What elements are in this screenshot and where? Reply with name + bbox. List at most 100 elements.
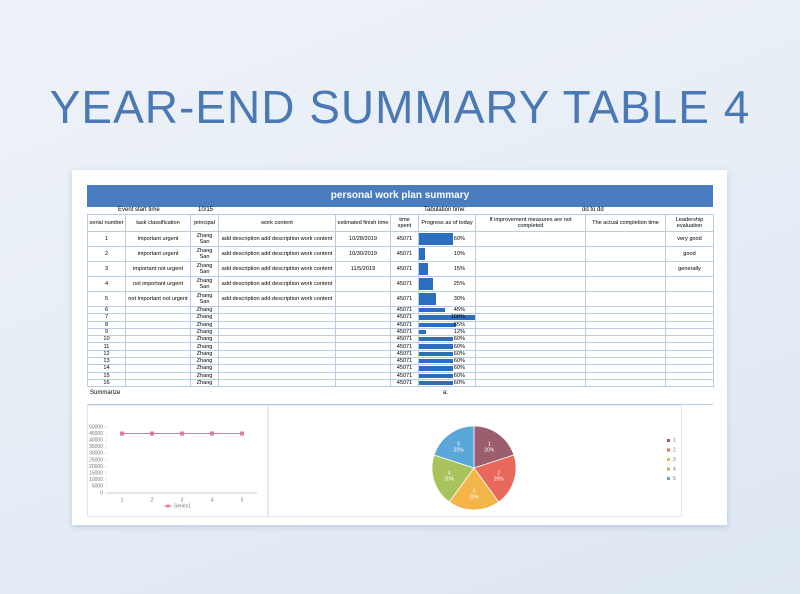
- legend-swatch: [667, 467, 670, 471]
- legend-marker: [166, 504, 170, 508]
- x-tick-label: 2: [151, 497, 154, 503]
- progress-bar: [419, 344, 454, 349]
- table-row: 7 Zhang 45071 100%: [87, 313, 714, 322]
- sheet: personal work plan summary Event start t…: [72, 170, 727, 525]
- slice-category: 2: [497, 470, 500, 476]
- legend-label: 1: [673, 438, 676, 444]
- progress-cell: 60%: [418, 378, 476, 388]
- plan-table: serial number task classification principa…: [87, 214, 714, 388]
- slice-category: 4: [448, 470, 451, 476]
- marker: [120, 431, 124, 436]
- progress-label: 15%: [453, 265, 465, 272]
- slice-category: 5: [457, 441, 460, 447]
- y-tick-label: 45000: [89, 431, 103, 437]
- pie-slice: [431, 454, 475, 503]
- evaluation-cell: [665, 335, 714, 344]
- evaluation-cell: [665, 357, 714, 366]
- pie-slice: [473, 454, 517, 503]
- table-row: 9 Zhang 45071 12%: [87, 327, 714, 337]
- table-row: 3 important not urgent Zhang San add descri…: [87, 261, 714, 277]
- legend-label: 4: [673, 466, 676, 472]
- evaluation-cell: [665, 320, 714, 329]
- y-tick-label: 30000: [89, 451, 103, 457]
- page-title: YEAR-END SUMMARY TABLE 4: [49, 81, 751, 133]
- legend-swatch: [667, 477, 670, 480]
- summary-label: Summarize: [90, 390, 121, 396]
- pie-slice: [433, 425, 475, 469]
- summary-row: Summarize a:: [87, 385, 713, 405]
- progress-bar: [419, 322, 457, 327]
- slice-category: 1: [488, 441, 491, 447]
- progress-cell: 60%: [418, 371, 476, 380]
- tabulation-label: Tabulation time:: [424, 207, 467, 213]
- legend-label: Series1: [174, 503, 191, 509]
- progress-bar: [419, 337, 454, 342]
- progress-label: 60%: [453, 380, 465, 387]
- table-row: 10 Zhang 45071 60%: [87, 335, 714, 344]
- line-chart-frame: [87, 405, 269, 517]
- column-header: time spent: [390, 214, 419, 232]
- progress-cell: 60%: [418, 364, 476, 373]
- table-row: 15 Zhang 45071 60%: [87, 371, 714, 380]
- progress-cell: 100%: [418, 313, 476, 322]
- progress-bar: [419, 366, 454, 371]
- evaluation-cell: [665, 371, 714, 380]
- marker: [180, 431, 184, 436]
- table-row: 16 Zhang 45071 60%: [87, 378, 714, 388]
- evaluation-cell: [665, 305, 714, 315]
- progress-label: 100%: [450, 314, 465, 321]
- progress-bar: [419, 329, 426, 335]
- slice-category: 3: [473, 488, 476, 494]
- event-value: 10/15: [198, 207, 214, 213]
- progress-cell: 45%: [418, 305, 476, 315]
- progress-cell: 12%: [418, 327, 476, 337]
- progress-label: 12%: [453, 328, 465, 335]
- progress-label: 45%: [453, 307, 465, 314]
- progress-cell: 60%: [418, 335, 476, 344]
- table-row: 6 Zhang 45071 45%: [87, 305, 714, 315]
- pie-slice: [448, 467, 500, 511]
- slice-label: 20%: [469, 494, 480, 500]
- slice-label: 20%: [454, 447, 465, 453]
- progress-bar: [419, 248, 425, 260]
- event-label: Event start time: [118, 207, 160, 213]
- tabulation-value: dd to dd: [582, 207, 604, 213]
- progress-bar: [419, 373, 454, 378]
- marker: [210, 431, 214, 436]
- table-row: 5 not important not urgent Zhang San add de…: [87, 291, 714, 307]
- progress-bar: [419, 293, 437, 305]
- y-tick-label: 10000: [89, 477, 103, 483]
- marker: [150, 431, 154, 436]
- progress-bar: [419, 351, 454, 357]
- table-row: 1 important urgent Zhang San add descriptio…: [87, 231, 714, 247]
- progress-cell: 65%: [418, 320, 476, 329]
- progress-label: 60%: [453, 336, 465, 343]
- progress-bar: [419, 380, 454, 386]
- progress-label: 60%: [453, 235, 465, 242]
- progress-label: 65%: [453, 321, 465, 328]
- evaluation-cell: [665, 313, 714, 322]
- pie-chart-frame: [267, 405, 682, 517]
- progress-label: 60%: [453, 358, 465, 365]
- progress-label: 60%: [453, 365, 465, 372]
- marker: [240, 431, 244, 436]
- progress-bar: [419, 315, 475, 320]
- principal-cell: Zhang San: [190, 261, 219, 277]
- progress-label: 25%: [453, 280, 465, 287]
- progress-bar: [419, 278, 434, 290]
- slice-label: 20%: [484, 447, 495, 453]
- legend-label: 2: [673, 447, 676, 453]
- table-row: 14 Zhang 45071 60%: [87, 364, 714, 373]
- legend-label: 5: [673, 476, 676, 482]
- table-row: 8 Zhang 45071 65%: [87, 320, 714, 329]
- legend-swatch: [667, 458, 670, 461]
- progress-cell: 30%: [418, 291, 476, 307]
- evaluation-cell: [665, 327, 714, 337]
- progress-label: 30%: [453, 295, 465, 302]
- sheet-title: personal work plan summary: [87, 185, 713, 207]
- x-tick-label: 1: [121, 497, 124, 503]
- progress-cell: 60%: [418, 357, 476, 366]
- slice-label: 20%: [494, 476, 505, 482]
- y-tick-label: 15000: [89, 471, 103, 477]
